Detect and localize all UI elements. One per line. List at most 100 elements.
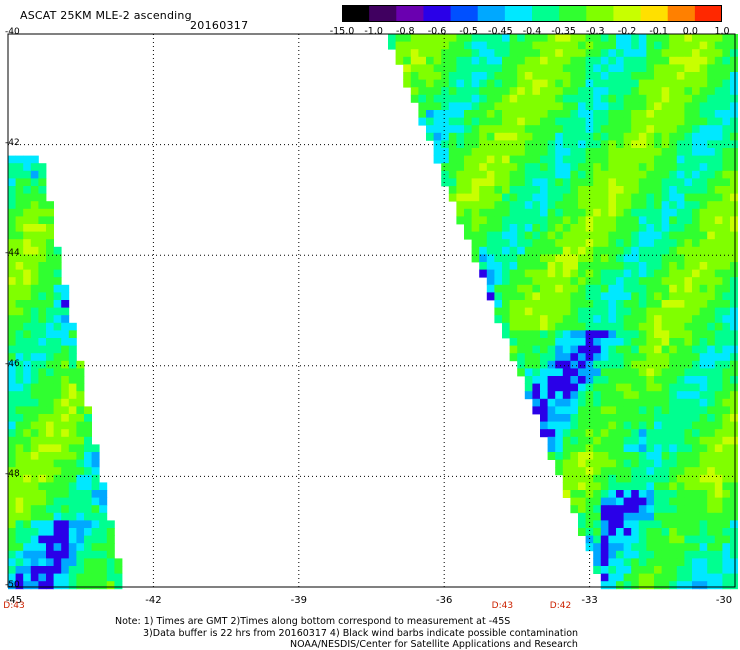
swath-cell [471, 72, 480, 80]
swath-cell [84, 414, 92, 422]
swath-cell [600, 163, 609, 172]
swath-cell [638, 467, 647, 476]
swath-cell [464, 87, 472, 96]
colorbar-label: -0.35 [551, 26, 576, 37]
swath-cell [53, 474, 62, 483]
swath-cell [46, 269, 54, 278]
swath-cell [494, 284, 503, 293]
swath-cell [540, 64, 548, 73]
swath-cell [638, 49, 647, 58]
swath-cell [570, 315, 579, 324]
swath-cell [707, 581, 716, 590]
longitude-label: -30 [715, 595, 733, 606]
swath-cell [684, 573, 693, 582]
swath-cell [730, 193, 738, 202]
swath-cell [593, 292, 602, 301]
swath-cell [91, 543, 100, 552]
swath-cell [616, 231, 624, 240]
swath-cell [638, 459, 647, 468]
swath-cell [608, 474, 617, 483]
swath-cell [61, 338, 70, 346]
swath-cell [441, 110, 450, 118]
swath-cell [448, 49, 457, 58]
swath-cell [623, 444, 632, 453]
colorbar-label: -0.1 [649, 26, 668, 37]
swath-cell [578, 497, 586, 506]
swath-cell [562, 284, 571, 293]
swath-cell [684, 64, 693, 73]
swath-cell [669, 421, 678, 430]
swath-cell [692, 300, 700, 308]
swath-cell [532, 284, 541, 293]
swath-cell [600, 452, 609, 460]
swath-cell [722, 140, 731, 149]
swath-cell [479, 125, 488, 134]
swath-cell [479, 155, 488, 164]
swath-cell [669, 383, 678, 392]
swath-cell [53, 269, 62, 278]
swath-cell [631, 239, 640, 248]
swath-cell [38, 322, 47, 331]
swath-cell [509, 94, 518, 103]
swath-cell [8, 505, 16, 514]
swath-cell [692, 512, 700, 521]
swath-cell [616, 505, 624, 514]
swath-cell [524, 277, 533, 286]
swath-cell [646, 208, 655, 217]
swath-cell [684, 474, 693, 483]
swath-cell [707, 467, 716, 476]
swath-cell [669, 246, 678, 255]
swath-cell [562, 474, 571, 483]
swath-cell [502, 117, 510, 126]
swath-cell [53, 497, 62, 506]
swath-cell [555, 193, 564, 202]
swath-cell [433, 110, 442, 118]
swath-cell [99, 550, 108, 559]
swath-cell [578, 246, 586, 255]
swath-cell [707, 315, 716, 324]
swath-cell [441, 178, 450, 187]
swath-cell [68, 528, 77, 536]
swath-cell [631, 368, 640, 377]
swath-cell [61, 558, 70, 567]
swath-cell [441, 87, 450, 96]
swath-cell [53, 345, 62, 354]
swath-cell [562, 56, 571, 65]
swath-cell [707, 208, 716, 217]
swath-cell [714, 482, 723, 491]
swath-cell [699, 535, 708, 544]
colorbar-segment [532, 5, 560, 22]
swath-cell [471, 186, 480, 194]
swath-cell [502, 148, 510, 156]
swath-cell [638, 132, 647, 141]
swath-cell [608, 178, 617, 187]
swath-cell [623, 353, 632, 362]
swath-cell [669, 429, 678, 438]
swath-cell [646, 307, 655, 316]
swath-cell [699, 186, 708, 194]
swath-cell [692, 467, 700, 476]
swath-cell [646, 543, 655, 552]
swath-cell [661, 497, 670, 506]
swath-cell [730, 254, 738, 263]
swath-cell [547, 353, 556, 362]
swath-cell [23, 497, 32, 506]
swath-cell [540, 239, 548, 248]
swath-cell [676, 34, 685, 42]
swath-cell [494, 140, 503, 149]
swath-cell [23, 376, 32, 384]
swath-cell [661, 512, 670, 521]
swath-cell [456, 163, 465, 172]
swath-cell [570, 360, 579, 369]
swath-cell [426, 94, 434, 103]
swath-cell [84, 497, 92, 506]
swath-cell [608, 132, 617, 141]
swath-cell [684, 132, 693, 141]
swath-cell [471, 193, 480, 202]
swath-cell [570, 254, 579, 263]
swath-cell [714, 239, 723, 248]
swath-cell [494, 102, 503, 111]
swath-cell [578, 383, 586, 392]
swath-cell [669, 216, 678, 225]
note-line-3: NOAA/NESDIS/Center for Satellite Applica… [290, 639, 578, 650]
